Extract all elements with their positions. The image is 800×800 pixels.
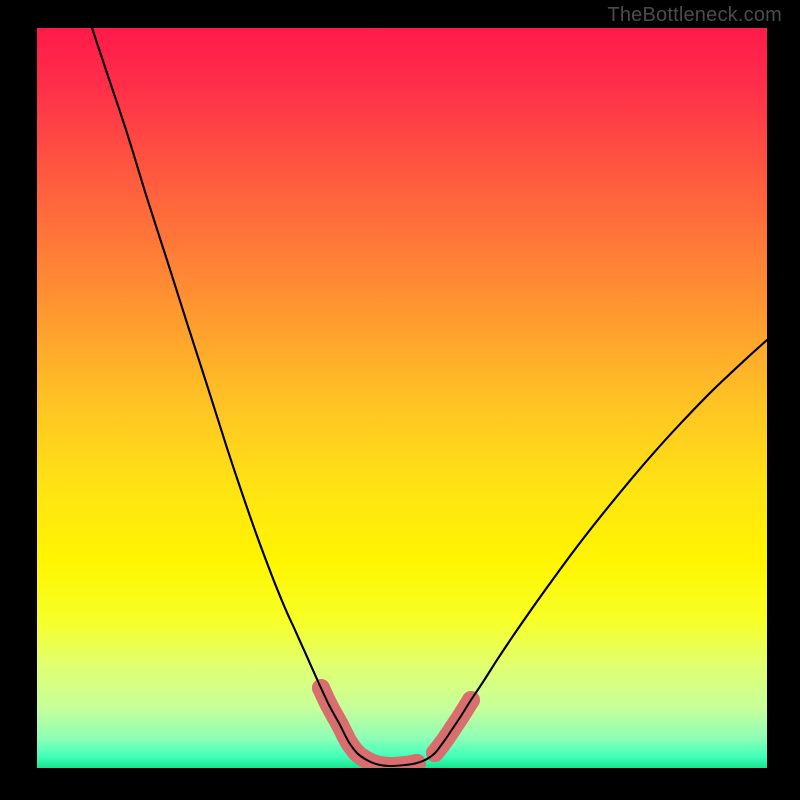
plot-area — [37, 28, 767, 768]
curve-path — [92, 28, 767, 766]
watermark-text: TheBottleneck.com — [607, 4, 782, 27]
bottleneck-curve — [37, 28, 767, 768]
chart-frame: TheBottleneck.com — [0, 0, 800, 800]
curve-path — [92, 28, 767, 766]
